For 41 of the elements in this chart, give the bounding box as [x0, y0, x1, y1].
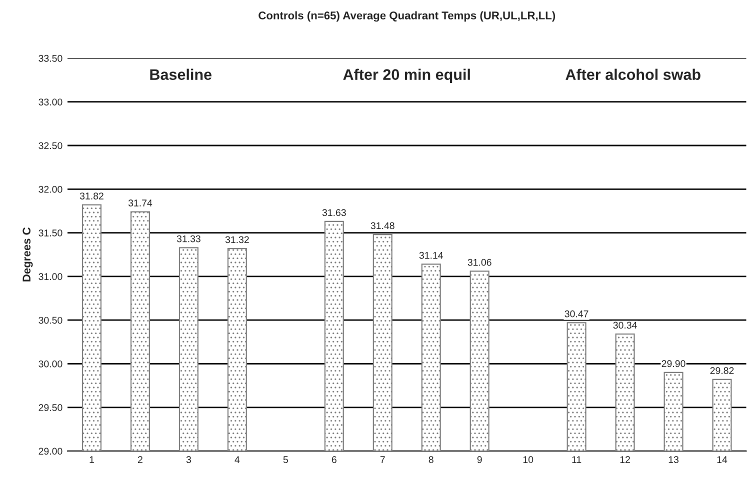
data-label: 31.14 — [419, 252, 443, 259]
data-label: 31.33 — [176, 235, 200, 242]
x-tick-label: 4 — [234, 456, 240, 463]
data-label: 29.82 — [710, 367, 734, 374]
y-tick-label: 30.50 — [38, 316, 62, 324]
data-label: 29.90 — [662, 360, 686, 368]
data-label: 31.48 — [370, 222, 394, 230]
data-label: 30.34 — [613, 322, 637, 329]
x-tick-label: 1 — [90, 456, 94, 463]
y-tick-label: 33.00 — [38, 98, 62, 106]
x-tick-label: 10 — [523, 456, 534, 464]
y-tick-label: 29.50 — [38, 404, 62, 412]
x-tick-label: 8 — [428, 456, 434, 464]
y-tick-label: 31.00 — [38, 273, 62, 280]
y-tick-label: 29.00 — [38, 448, 62, 455]
data-label: 31.82 — [80, 192, 104, 200]
y-tick-label: 32.00 — [38, 186, 62, 193]
y-tick-label: 32.50 — [38, 142, 62, 150]
x-tick-label: 13 — [668, 456, 679, 464]
chart-title: Controls (n=65) Average Quadrant Temps (UR,UL,LR,LL) — [258, 11, 556, 22]
x-tick-label: 9 — [477, 456, 482, 464]
x-tick-label: 12 — [620, 456, 630, 463]
annotation: After 20 min equil — [343, 68, 470, 83]
x-tick-label: 11 — [572, 456, 582, 463]
y-tick-label: 31.50 — [38, 230, 62, 236]
data-label: 31.63 — [322, 209, 346, 216]
x-tick-label: 7 — [380, 456, 385, 463]
data-label: 31.32 — [225, 236, 249, 244]
x-tick-label: 5 — [283, 456, 288, 464]
data-label: 31.74 — [128, 200, 152, 206]
x-tick-label: 3 — [186, 456, 191, 464]
annotation: Baseline — [150, 68, 212, 80]
annotation: After alcohol swab — [566, 68, 700, 80]
x-tick-label: 6 — [332, 456, 336, 464]
data-label: 31.06 — [468, 258, 492, 266]
y-axis-title: Degrees C — [22, 227, 33, 282]
x-tick-label: 14 — [717, 456, 728, 463]
y-tick-label: 30.00 — [38, 360, 62, 368]
data-label: 30.47 — [564, 310, 588, 318]
y-tick-label: 33.50 — [38, 54, 62, 62]
x-tick-label: 2 — [138, 456, 142, 463]
